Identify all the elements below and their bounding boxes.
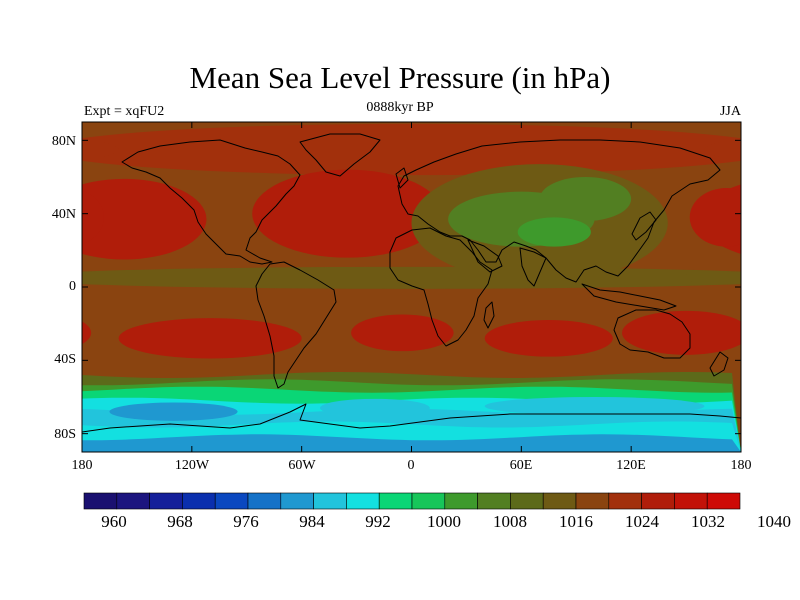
- pressure-field: [82, 122, 741, 452]
- colorbar-label-1032: 1032: [691, 512, 725, 531]
- pressure-region-tropical-belt-wrap: [667, 271, 741, 285]
- coast-north-america: [121, 139, 301, 265]
- colorbar-label-960: 960: [101, 512, 127, 531]
- pressure-region-arctic-high: [82, 123, 741, 176]
- colorbar-box-976: [247, 492, 282, 510]
- pressure-region-north-pacific-high-ring: [82, 178, 207, 260]
- lon-label-60w: 60W: [288, 458, 316, 473]
- lon-label-180e: 180: [730, 458, 752, 473]
- pressure-region-arctic-high-wrap: [82, 138, 119, 161]
- pressure-region-australia-high-wrap: [82, 321, 92, 345]
- coast-africa: [389, 227, 493, 347]
- colorbar-box-1020: [608, 492, 642, 510]
- lat-label-40s: 40S: [54, 352, 76, 367]
- colorbar-label-1000: 1000: [427, 512, 461, 531]
- colorbar-box-956: [83, 492, 118, 510]
- colorbar-box-1016: [575, 492, 610, 510]
- coast-antarctica: [82, 403, 741, 433]
- coast-new-zealand: [709, 351, 729, 377]
- lat-label-0: 0: [69, 279, 76, 294]
- pressure-region-south-atlantic-high: [351, 314, 454, 352]
- colorbar-box-1032: [706, 492, 741, 510]
- coast-madagascar: [483, 301, 495, 329]
- colorbar-label-976: 976: [233, 512, 259, 531]
- pressure-region-azores-high-ring: [252, 169, 443, 258]
- coast-greenland: [299, 133, 381, 177]
- lon-label-60e: 60E: [509, 458, 533, 473]
- pressure-region-weddell-low: [319, 398, 430, 418]
- colorbar-box-964: [149, 492, 183, 510]
- colorbar-box-996: [411, 492, 446, 510]
- coast-india: [519, 247, 547, 287]
- lat-label-80n: 80N: [51, 134, 76, 149]
- colorbar-label-1008: 1008: [493, 512, 527, 531]
- pressure-region-tropical-belt-wrap: [82, 271, 156, 285]
- colorbar-label-1016: 1016: [559, 512, 593, 531]
- colorbar-box-1024: [641, 492, 675, 510]
- colorbar-box-992: [378, 492, 413, 510]
- colorbar-label-984: 984: [299, 512, 325, 531]
- pressure-region-australia-high: [622, 310, 741, 355]
- pressure-region-amundsen-low: [109, 402, 238, 421]
- colorbar-label-992: 992: [365, 512, 391, 531]
- period-label: 0888kyr BP: [366, 100, 434, 115]
- coast-australia: [613, 309, 691, 359]
- pressure-region-arctic-high-wrap: [704, 138, 741, 161]
- colorbar-box-968: [182, 492, 216, 510]
- coast-japan: [631, 211, 657, 241]
- pressure-region-indian-ocean-high: [484, 320, 613, 357]
- colorbar-label-968: 968: [167, 512, 193, 531]
- season-label: JJA: [719, 104, 741, 119]
- colorbar-box-1012: [542, 492, 577, 510]
- pressure-region-south-pacific-high: [118, 318, 302, 359]
- colorbar-box-1000: [444, 492, 478, 510]
- colorbar-label-1024: 1024: [625, 512, 659, 531]
- pressure-region-asia-low-core: [517, 217, 591, 247]
- lat-label-40n: 40N: [51, 207, 76, 222]
- colorbar-box-972: [214, 492, 249, 510]
- southern-band-982: [82, 434, 741, 452]
- colorbar-box-984: [313, 492, 347, 510]
- lon-label-0: 0: [407, 458, 415, 473]
- pressure-region-tropical-belt: [82, 266, 741, 289]
- coast-arabia: [467, 239, 503, 273]
- coast-eurasia: [397, 139, 721, 283]
- lon-label-180w: 180: [71, 458, 93, 473]
- lon-label-120e: 120E: [616, 458, 646, 473]
- coastlines: [82, 133, 741, 433]
- colorbar-box-960: [116, 492, 150, 510]
- coast-indonesia: [581, 283, 677, 311]
- colorbar-box-1004: [477, 492, 511, 510]
- colorbar: [83, 492, 741, 510]
- colorbar-box-1008: [510, 492, 544, 510]
- colorbar-box-1028: [674, 492, 708, 510]
- pressure-region-west-pacific-high: [689, 188, 741, 247]
- axis-ticks: [81, 122, 742, 452]
- plot-title: Mean Sea Level Pressure (in hPa): [189, 60, 611, 95]
- lat-label-80s: 80S: [54, 427, 76, 442]
- pressure-region-west-pacific-high-wrap: [82, 190, 104, 245]
- coast-british-isles: [395, 167, 409, 189]
- pressure-region-asia-low-east: [539, 177, 632, 221]
- colorbar-label-1040: 1040: [757, 512, 791, 531]
- coast-south-america: [255, 261, 337, 389]
- colorbar-box-988: [346, 492, 380, 510]
- colorbar-box-980: [280, 492, 314, 510]
- lon-label-120w: 120W: [174, 458, 210, 473]
- experiment-label: Expt = xqFU2: [84, 104, 165, 119]
- pressure-region-indian-southern-low: [484, 397, 705, 416]
